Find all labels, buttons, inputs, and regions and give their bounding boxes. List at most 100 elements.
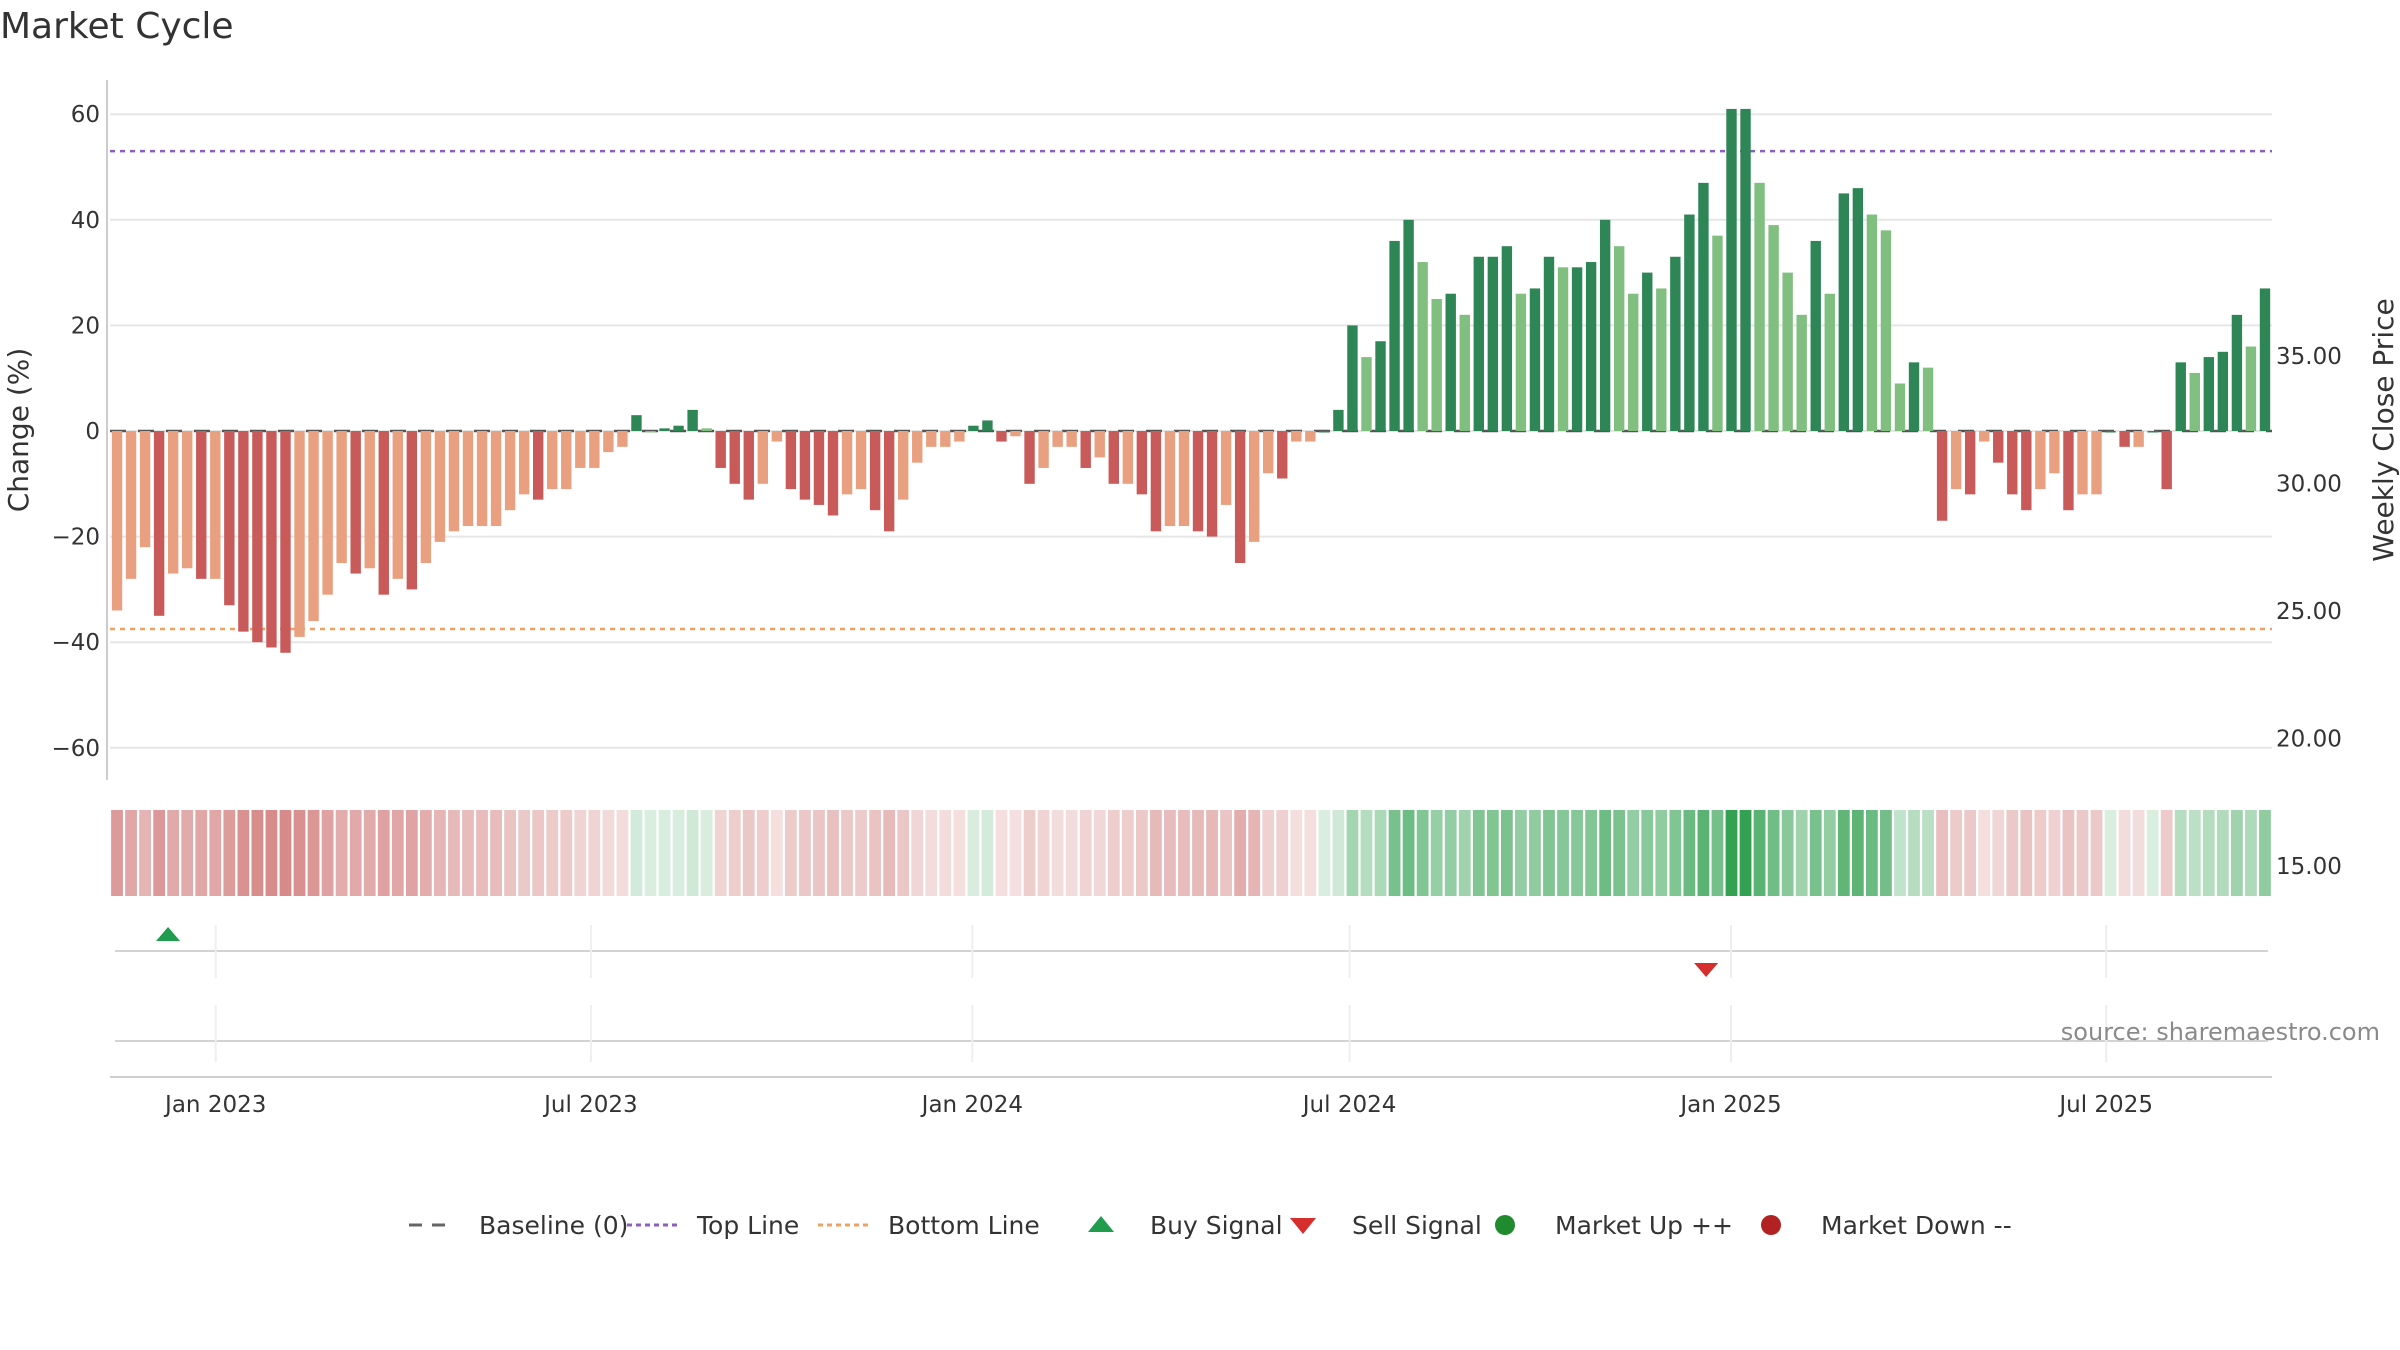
bars [111,108,2271,653]
legend-item-buy-signal: Buy Signal [1088,1211,1283,1240]
bar [1726,108,1737,432]
heat-cell [742,810,755,896]
bar [1445,293,1456,431]
y-tick-label: −40 [51,630,100,656]
bar [1993,431,2004,463]
bar [364,431,375,569]
bar [1628,293,1639,431]
heat-cell [2259,810,2271,896]
bar [2063,431,2074,511]
heat-cell [111,810,123,896]
bar [1122,431,1134,484]
bar [1206,431,1218,537]
heat-cell [1486,810,1499,896]
heat-cell [1037,810,1050,896]
heat-cell [1711,810,1724,896]
bar [631,415,642,431]
bar [1824,293,1835,431]
bar [701,428,712,431]
heat-cell [1121,810,1134,896]
bar [1950,431,1962,490]
bar [1936,431,1948,521]
heat-cell [784,810,797,896]
signal-markers [156,927,1719,977]
bar [757,431,769,484]
bar [504,431,516,511]
bar [1108,431,1119,484]
bar [2007,431,2018,495]
heat-cell [195,810,208,896]
heat-cell [293,810,306,896]
bar [1684,214,1695,431]
bar [1656,288,1667,431]
bar [813,431,825,505]
bar [2217,351,2229,431]
heat-cell [1978,810,1991,896]
bar [322,431,333,595]
heat-cell [2076,810,2089,896]
bar [434,431,446,542]
y2-tick-label: 20.00 [2276,727,2342,753]
bar [2035,431,2046,490]
bar [982,420,993,431]
bar [1979,431,1990,442]
heat-cell [363,810,376,896]
heat-cell [574,810,587,896]
heat-cell [1964,810,1977,896]
bar [139,431,151,548]
heat-cell [2020,810,2033,896]
legend-label: Bottom Line [888,1211,1040,1240]
bar [2245,346,2257,431]
dot-icon [1761,1215,1781,1235]
bar [1192,431,1204,532]
heat-cell [1346,810,1359,896]
heat-cell [883,810,896,896]
bar [1585,262,1597,431]
heat-cell [1613,810,1626,896]
heat-cell [2062,810,2075,896]
heat-cell [377,810,390,896]
heat-cell [153,810,166,896]
heat-cell [1150,810,1162,896]
bar [1740,108,1751,432]
bar [940,431,951,447]
heat-cell [1795,810,1808,896]
heat-cell [1135,810,1148,896]
bar [1768,225,1779,431]
heat-cell [1823,810,1836,896]
heat-cell [1669,810,1682,896]
heat-cell [855,810,867,896]
heat-cell [1262,810,1275,896]
heat-cell [1388,810,1401,896]
bar [799,431,811,500]
x-axis-ticks: Jan 2023 Jul 2023 Jan 2024 Jul 2024 Jan 2025… [163,1092,2153,1118]
heat-cell [1585,810,1597,896]
bar [1501,246,1513,431]
heat-cell [588,810,601,896]
x-tick-label: Jan 2025 [1678,1092,1781,1118]
bar [1866,214,1878,431]
bar [1571,267,1583,431]
heat-cell [728,810,741,896]
heat-cell [1515,810,1527,896]
bar [1894,383,1906,431]
bar [1782,272,1793,431]
y-tick-label: 40 [71,208,100,234]
bar [476,431,488,527]
heat-cell [532,810,545,896]
bar [2231,314,2243,431]
heat-cell [1950,810,1963,896]
heat-cell [1725,810,1738,896]
heat-cell [799,810,811,896]
heat-cell [911,810,924,896]
legend-item-bottom-line: Bottom Line [818,1211,1040,1240]
bar [1024,431,1035,484]
bar [1810,240,1821,431]
bar [1263,431,1274,474]
bar [1431,299,1442,431]
heat-cell [602,810,615,896]
heat-cell [756,810,769,896]
bar [1599,219,1611,431]
heat-cell [476,810,488,896]
heat-cell [644,810,657,896]
